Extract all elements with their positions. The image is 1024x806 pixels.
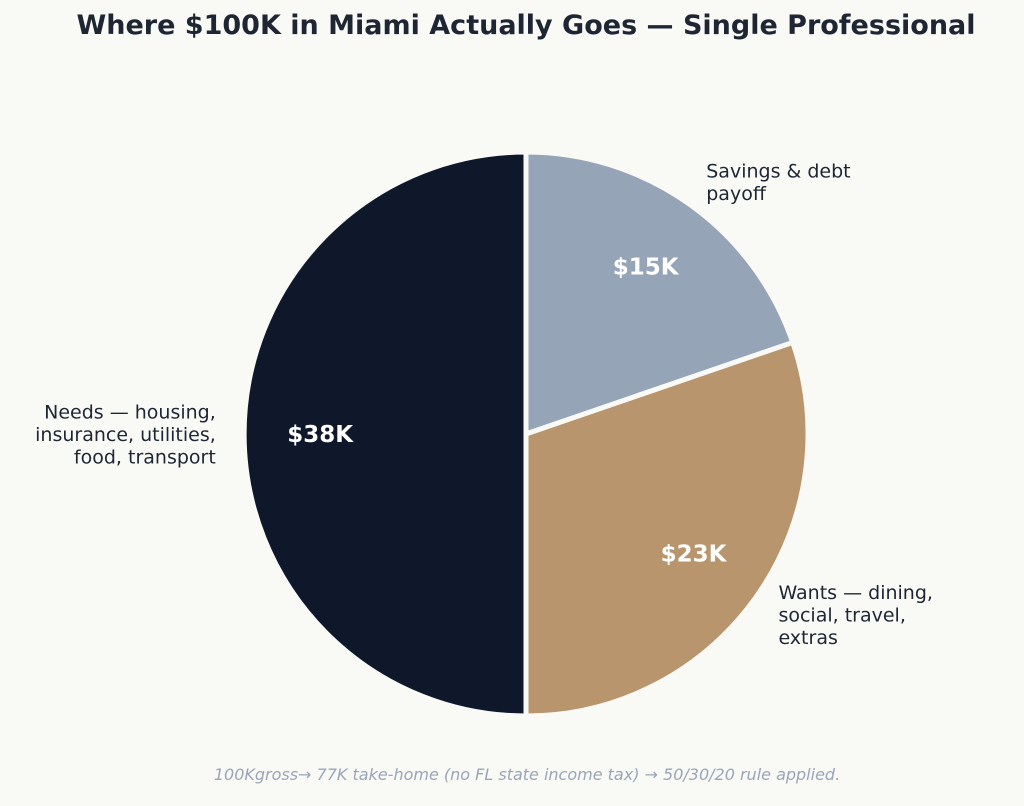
- pie-slice-needs-housing: [241, 149, 529, 719]
- pie-value-label: $15K: [613, 254, 680, 280]
- chart-caption: 100Kgross→ 77K take-home (no FL state in…: [213, 765, 841, 784]
- pie-category-label: Savings & debt payoff: [706, 160, 850, 205]
- chart-title: Where $100K in Miami Actually Goes — Sin…: [76, 10, 976, 41]
- pie-category-label: Wants — dining, social, travel, extras: [778, 582, 933, 649]
- pie-slice-wants-dining: [523, 339, 811, 719]
- pie-value-label: $38K: [287, 422, 354, 448]
- pie-value-label: $23K: [661, 542, 728, 568]
- pie-category-label: Needs — housing, insurance, utilities, foo…: [35, 402, 216, 469]
